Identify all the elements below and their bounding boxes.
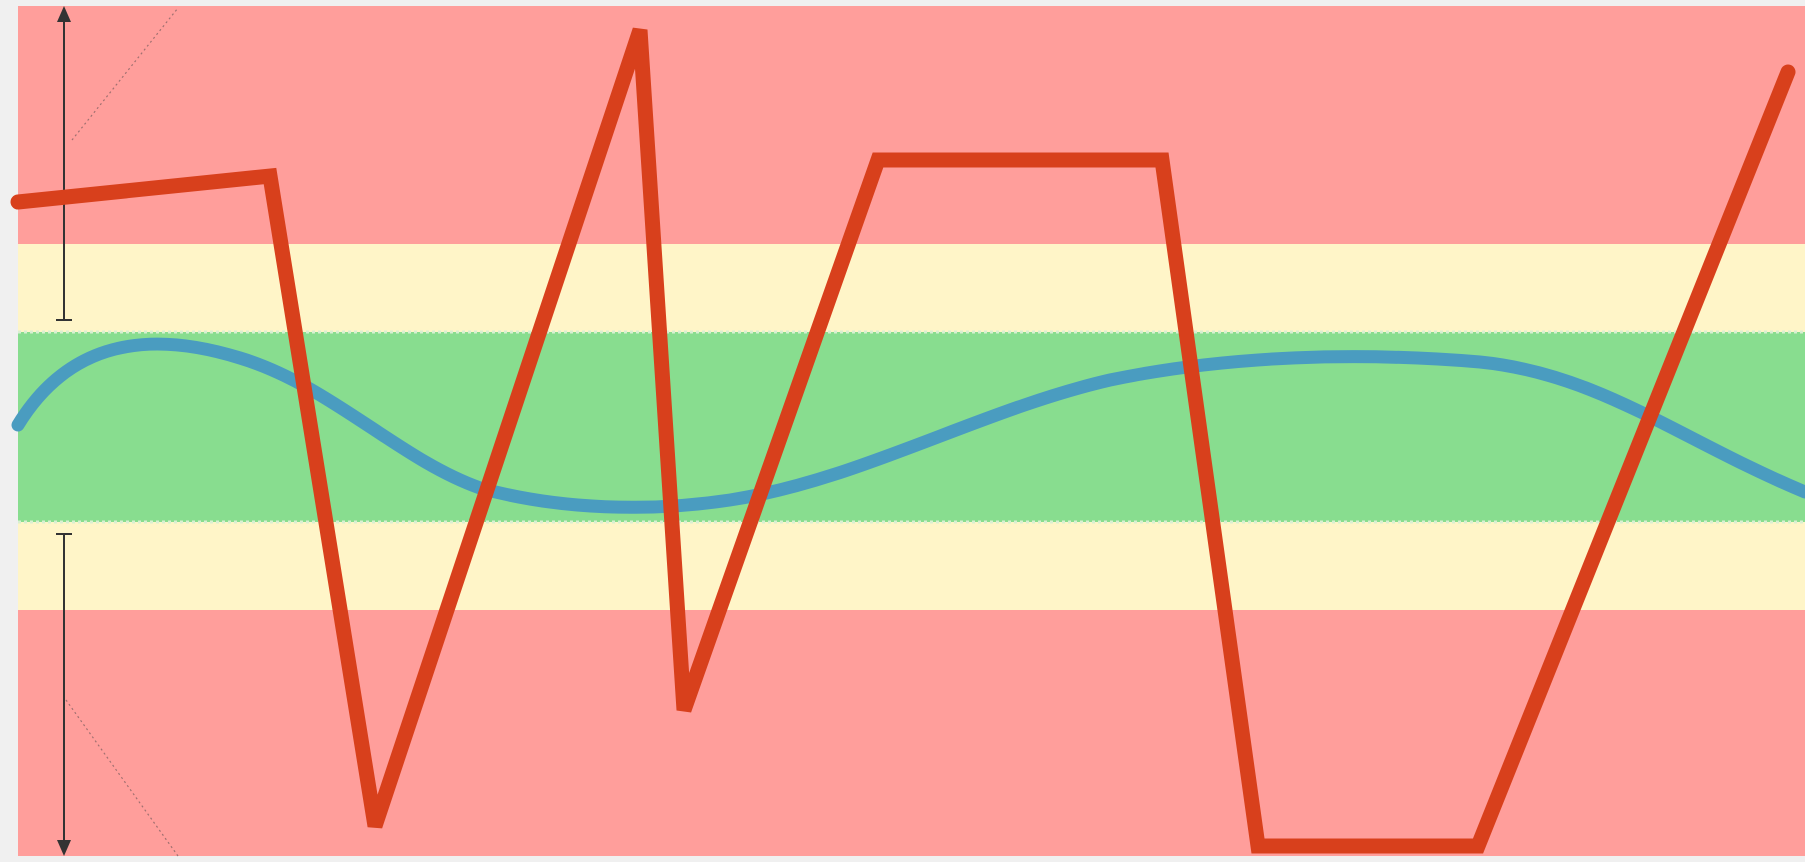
outer-zone-top <box>18 6 1805 244</box>
arrow-up-icon <box>57 6 71 22</box>
inner-zone <box>18 332 1805 522</box>
guide-line-bottom <box>65 699 179 857</box>
range-marker-top <box>56 6 72 321</box>
middle-zone-top <box>18 244 1805 332</box>
outer-zone-bottom <box>18 610 1805 856</box>
guide-line-top <box>71 7 179 141</box>
arrow-down-icon <box>57 840 71 856</box>
narrow-signal-line <box>11 337 1805 514</box>
range-marker-bottom <box>56 533 72 856</box>
middle-zone-bottom <box>18 522 1805 610</box>
wide-signal-line <box>10 27 1796 854</box>
